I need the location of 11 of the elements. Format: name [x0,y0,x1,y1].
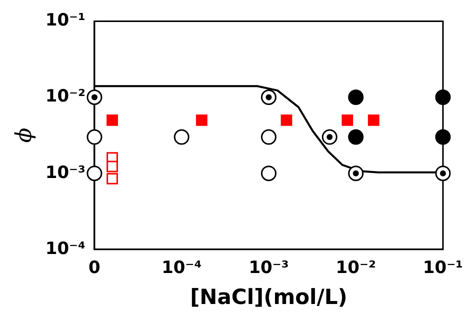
x-tick-label: 10⁻³ [248,258,289,278]
y-tick-label: 10⁻⁴ [45,238,86,259]
x-tick-label: 10⁻² [336,258,376,278]
x-tick-label: 10⁻⁴ [162,258,202,278]
y-tick-label: 10⁻³ [45,162,86,183]
x-tick-label: 0 [88,258,101,278]
y-tick-label: 10⁻² [45,86,86,107]
x-tick-label: 10⁻¹ [422,258,463,278]
x-axis-title: [NaCl](mol/L) [190,284,348,309]
y-tick-label: 10⁻¹ [45,10,86,31]
y-axis-title: ϕ [12,128,37,143]
